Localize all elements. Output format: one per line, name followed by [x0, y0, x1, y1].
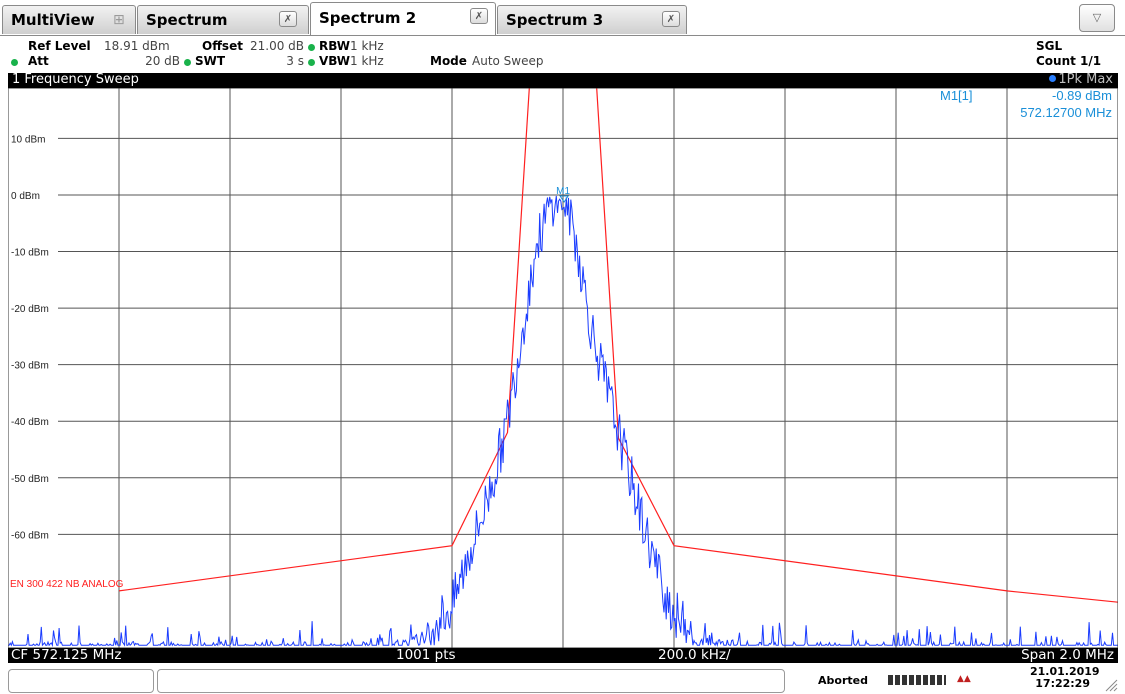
trace-indicator: 1Pk Max: [1049, 72, 1113, 87]
chevron-down-icon: ▽: [1092, 11, 1102, 24]
vbw-value: 1 kHz: [350, 54, 384, 68]
tab-multiview-label: MultiView: [11, 11, 95, 29]
y-tick-label: -10 dBm: [11, 248, 49, 259]
close-icon[interactable]: ✗: [662, 11, 680, 27]
rbw-label: RBW: [319, 39, 350, 53]
close-icon[interactable]: ✗: [470, 8, 488, 24]
tab-spectrum-2[interactable]: Spectrum 2 ✗: [310, 2, 496, 35]
progress-bar-icon: [888, 675, 946, 685]
tab-spectrum[interactable]: Spectrum ✗: [137, 5, 309, 34]
status-bar: Aborted ▲▲ 21.01.2019 17:22:29: [0, 665, 1125, 694]
trace-dot-icon: [1049, 75, 1057, 82]
grid: [8, 88, 1118, 648]
y-tick-label: -50 dBm: [11, 474, 49, 485]
tick-label-bg: [8, 244, 58, 258]
vbw-coupled-dot: [308, 59, 315, 66]
sweep-header: 1 Frequency Sweep 1Pk Max: [8, 72, 1118, 88]
limit-line: [118, 81, 1119, 603]
grid-icon: ⊞: [113, 12, 125, 28]
mode-label: Mode: [430, 54, 467, 68]
marker-symbol[interactable]: [559, 195, 570, 203]
y-tick-label: -20 dBm: [11, 304, 49, 315]
trace-1pk-max: [8, 195, 1118, 648]
swt-coupled-dot: [184, 59, 191, 66]
tab-bar: MultiView ⊞ Spectrum ✗ Spectrum 2 ✗ Spec…: [0, 0, 1125, 37]
trace-mode: 1Pk Max: [1058, 72, 1113, 87]
tab-divider: [0, 35, 1125, 36]
marker-level: -0.89 dBm: [1052, 88, 1112, 103]
rx-logo-icon: ▲▲: [957, 674, 971, 684]
marker-label: M1: [556, 186, 570, 197]
rbw-value: 1 kHz: [350, 39, 384, 53]
measurement-info: Ref Level 18.91 dBm Offset 21.00 dB RBW …: [0, 37, 1125, 73]
sweep-points: 1001 pts: [396, 647, 456, 663]
y-tick-label: -40 dBm: [11, 417, 49, 428]
status-message-field[interactable]: [157, 669, 785, 693]
tick-label-bg: [8, 470, 58, 484]
sweep-count: Count 1/1: [1036, 54, 1102, 68]
tick-label-bg: [8, 301, 58, 315]
limit-line-label: EN 300 422 NB ANALOG: [10, 579, 124, 590]
tick-label-bg: [8, 357, 58, 371]
status-field-left[interactable]: [8, 669, 154, 693]
tick-label-bg: [8, 131, 58, 145]
ref-level-label: Ref Level: [28, 39, 91, 53]
spectrum-plot[interactable]: 10 dBm 0 dBm -10 dBm -20 dBm -30 dBm -40 dBm -…: [7, 81, 1119, 649]
y-tick-labels: 10 dBm 0 dBm -10 dBm -20 dBm -30 dBm -40 dBm -…: [8, 131, 58, 541]
tab-spectrum-3[interactable]: Spectrum 3 ✗: [497, 5, 687, 34]
tab-spectrum-3-label: Spectrum 3: [506, 11, 604, 29]
marker-frequency: 572.12700 MHz: [1020, 105, 1112, 120]
att-coupled-dot: [11, 59, 18, 66]
rbw-coupled-dot: [308, 44, 315, 51]
y-tick-label: -60 dBm: [11, 530, 49, 541]
y-tick-label: -30 dBm: [11, 361, 49, 372]
resize-grip-icon[interactable]: [1102, 678, 1118, 692]
frequency-span: Span 2.0 MHz: [1021, 647, 1114, 663]
sweep-title: 1 Frequency Sweep: [12, 72, 139, 87]
tab-multiview[interactable]: MultiView ⊞: [2, 5, 136, 34]
mode-value: Auto Sweep: [472, 54, 544, 68]
tick-label-bg: [8, 187, 58, 201]
vbw-label: VBW: [319, 54, 351, 68]
close-icon[interactable]: ✗: [279, 11, 297, 27]
marker-name: M1[1]: [940, 88, 973, 103]
menu-button[interactable]: ▽: [1079, 4, 1115, 32]
tick-label-bg: [8, 414, 58, 428]
y-tick-label: 0 dBm: [11, 191, 40, 202]
center-frequency: CF 572.125 MHz: [11, 647, 122, 663]
status-date: 21.01.2019: [1030, 665, 1100, 678]
ref-level-value: 18.91 dBm: [104, 39, 170, 53]
offset-label: Offset: [202, 39, 243, 53]
att-value: 20 dB: [145, 54, 180, 68]
swt-value: 3 s: [286, 54, 304, 68]
measurement-status: Aborted: [818, 674, 868, 687]
swt-label: SWT: [195, 54, 226, 68]
tab-spectrum-label: Spectrum: [146, 11, 228, 29]
frequency-per-division: 200.0 kHz/: [658, 647, 731, 663]
tab-spectrum-2-label: Spectrum 2: [319, 9, 417, 27]
frequency-bar: CF 572.125 MHz 1001 pts 200.0 kHz/ Span …: [8, 647, 1118, 663]
att-label: Att: [28, 54, 49, 68]
offset-value: 21.00 dB: [250, 39, 305, 53]
sgl-indicator: SGL: [1036, 39, 1063, 53]
y-tick-label: 10 dBm: [11, 134, 45, 145]
markers: M1: [556, 186, 570, 203]
status-time: 17:22:29: [1035, 677, 1090, 690]
plot-area[interactable]: 10 dBm 0 dBm -10 dBm -20 dBm -30 dBm -40 dBm -…: [7, 81, 1119, 652]
tick-label-bg: [8, 527, 58, 541]
